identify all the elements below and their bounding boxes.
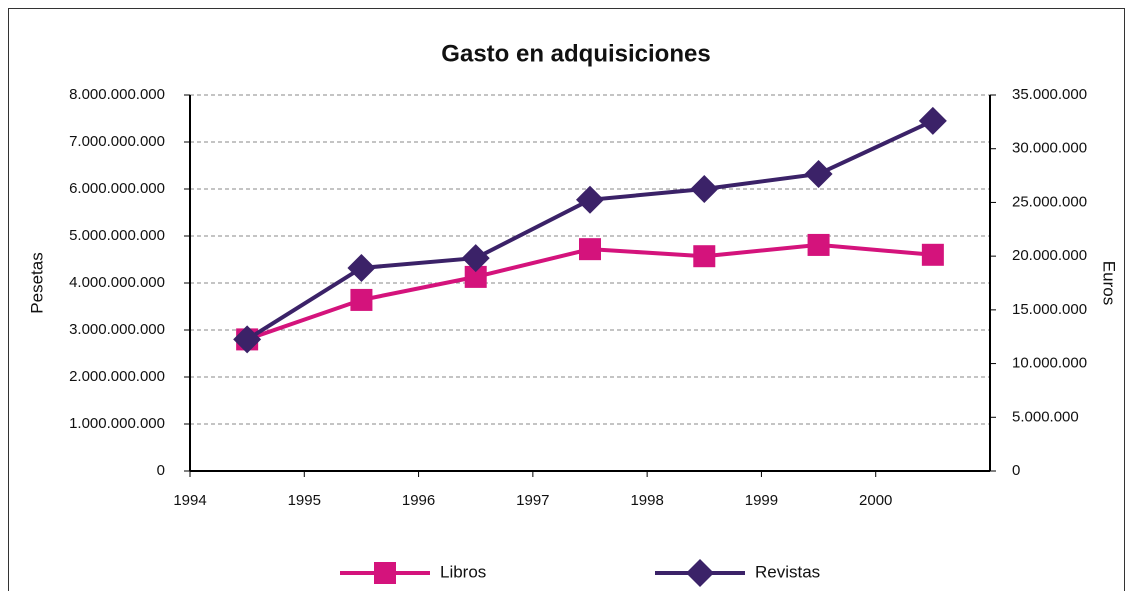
y2-tick-label: 0 bbox=[1012, 462, 1020, 479]
y2-tick-label: 10.000.000 bbox=[1012, 355, 1087, 372]
legend-label: Revistas bbox=[755, 562, 820, 581]
marker bbox=[921, 243, 944, 266]
y-tick-label: 2.000.000.000 bbox=[69, 368, 165, 385]
legend-label: Libros bbox=[440, 562, 486, 581]
y-tick-label: 7.000.000.000 bbox=[69, 133, 165, 150]
y2-tick-label: 5.000.000 bbox=[1012, 408, 1079, 425]
y-tick-label: 5.000.000.000 bbox=[69, 227, 165, 244]
frame bbox=[8, 8, 1125, 591]
x-tick-label: 2000 bbox=[859, 492, 892, 509]
y2-axis-label: Euros bbox=[1100, 261, 1119, 305]
marker bbox=[350, 288, 373, 311]
marker bbox=[461, 244, 490, 273]
legend-marker bbox=[374, 562, 396, 584]
y2-tick-label: 30.000.000 bbox=[1012, 140, 1087, 157]
marker bbox=[804, 159, 833, 188]
x-tick-label: 1996 bbox=[402, 492, 435, 509]
marker bbox=[693, 245, 716, 268]
marker bbox=[579, 238, 601, 261]
y-tick-label: 4.000.000.000 bbox=[69, 274, 165, 291]
x-tick-label: 1997 bbox=[516, 492, 549, 509]
marker bbox=[807, 233, 830, 256]
y-tick-label: 1.000.000.000 bbox=[69, 415, 165, 432]
marker bbox=[464, 265, 487, 288]
x-tick-label: 1998 bbox=[630, 492, 663, 509]
y2-tick-label: 25.000.000 bbox=[1012, 193, 1087, 210]
marker bbox=[233, 325, 262, 354]
x-tick-label: 1995 bbox=[288, 492, 321, 509]
x-tick-label: 1994 bbox=[173, 492, 206, 509]
marker bbox=[576, 185, 604, 214]
y-axis-label: Pesetas bbox=[27, 252, 46, 313]
y-tick-label: 8.000.000.000 bbox=[69, 86, 165, 103]
marker bbox=[347, 253, 376, 282]
marker bbox=[918, 106, 947, 135]
y2-tick-label: 15.000.000 bbox=[1012, 301, 1087, 318]
y-tick-label: 3.000.000.000 bbox=[69, 321, 165, 338]
y-tick-label: 6.000.000.000 bbox=[69, 180, 165, 197]
marker bbox=[690, 175, 719, 203]
chart-title: Gasto en adquisiciones bbox=[441, 40, 710, 67]
y2-tick-label: 35.000.000 bbox=[1012, 86, 1087, 103]
legend-marker bbox=[686, 559, 714, 587]
x-tick-label: 1999 bbox=[745, 492, 778, 509]
y-tick-label: 0 bbox=[157, 462, 165, 479]
y2-tick-label: 20.000.000 bbox=[1012, 247, 1087, 264]
